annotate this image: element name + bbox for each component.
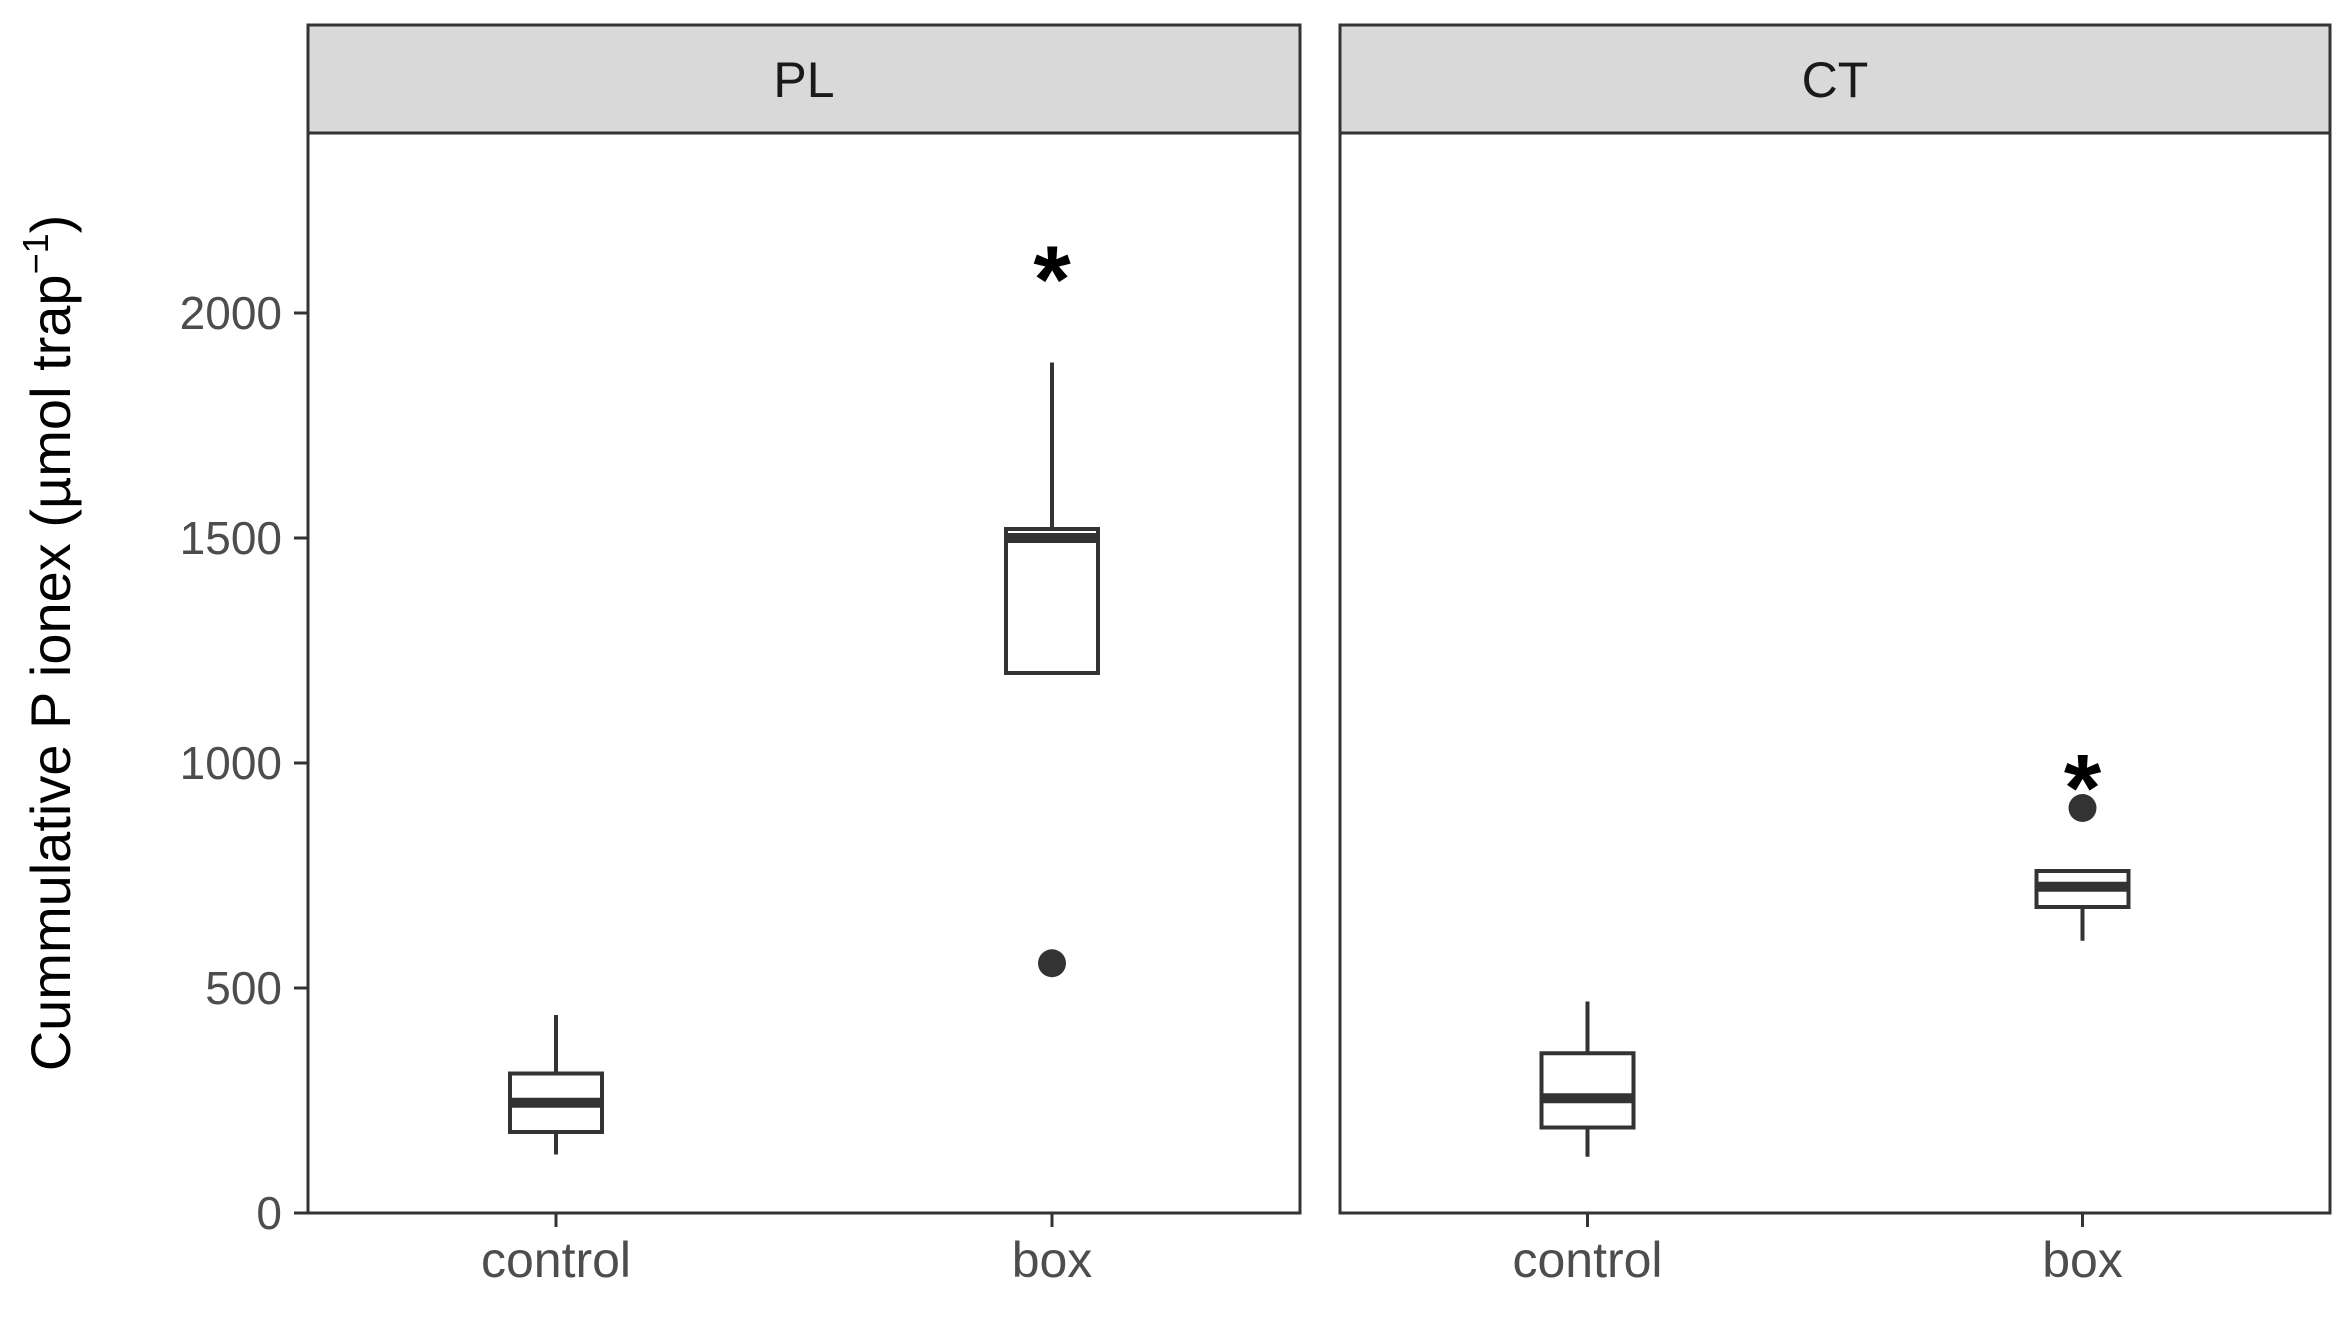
facet-strip	[1338, 23, 2332, 135]
y-axis-title: Cummulative P ionex (µmol trap−1)	[15, 215, 82, 1072]
facet-panels: PL control * box CT control * box	[306, 23, 2332, 1288]
y-tick-label: 0	[256, 1187, 282, 1239]
significance-star: *	[2064, 735, 2102, 842]
panel-pl: PL control * box	[306, 23, 1302, 1288]
y-axis-title-close: )	[19, 215, 82, 234]
box-control	[1539, 1001, 1636, 1157]
y-axis-title-main: Cummulative P ionex (µmol trap	[19, 274, 82, 1071]
facet-strip	[306, 23, 1302, 135]
facet-strip-label: PL	[773, 52, 834, 108]
panel-frame	[306, 131, 1302, 1215]
box-iqr	[1004, 527, 1100, 675]
x-tick-label: control	[481, 1232, 631, 1288]
box-control	[508, 1015, 604, 1155]
x-tick-label: control	[1512, 1232, 1662, 1288]
y-tick-label: 1500	[180, 512, 282, 564]
y-tick-label: 1000	[180, 737, 282, 789]
y-axis: 0 500 1000 1500 2000	[180, 287, 308, 1239]
panel-ct: CT control * box	[1338, 23, 2332, 1288]
outlier-point	[2068, 794, 2097, 822]
x-tick-label: box	[1012, 1232, 1093, 1288]
outlier-point	[1038, 949, 1066, 978]
y-tick-label: 500	[205, 962, 282, 1014]
facet-strip-label: CT	[1802, 52, 1869, 108]
significance-star: *	[1033, 227, 1071, 334]
y-tick-label: 2000	[180, 287, 282, 339]
y-axis-label: Cummulative P ionex (µmol trap−1)	[15, 215, 82, 1072]
box-iqr	[1539, 1051, 1636, 1130]
x-tick-label: box	[2042, 1232, 2123, 1288]
box-box: *	[2034, 735, 2131, 941]
panel-frame	[1338, 131, 2332, 1215]
y-axis-title-superscript: −1	[15, 233, 56, 274]
box-box: *	[1004, 227, 1100, 978]
